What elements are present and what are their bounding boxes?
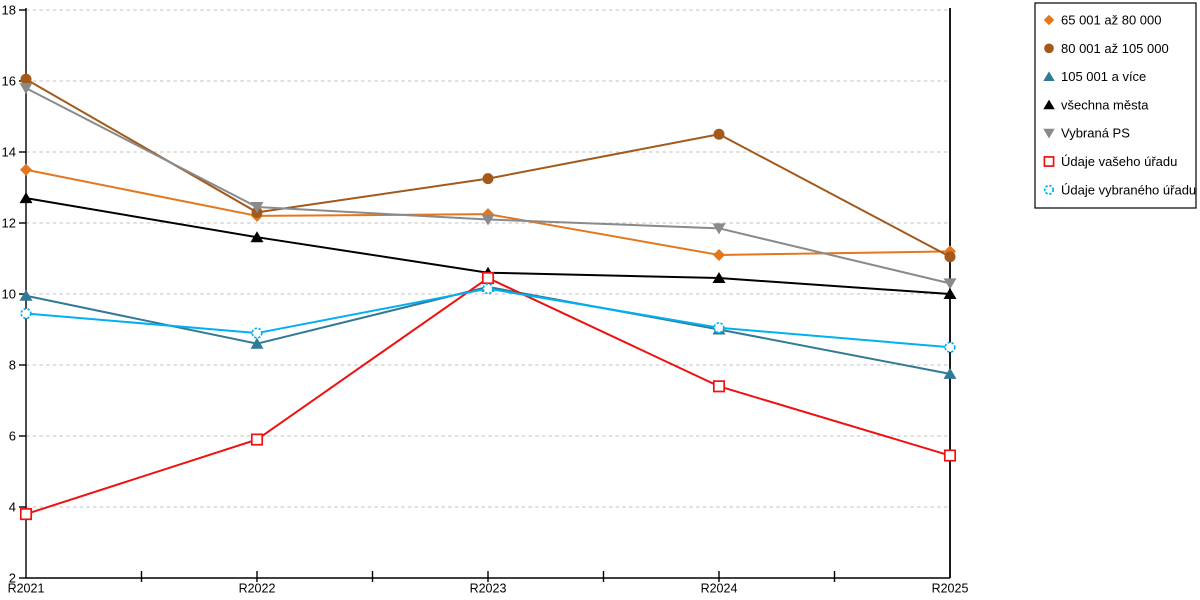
legend-label-5: Údaje vašeho úřadu <box>1061 154 1177 169</box>
y-tick-label-2: 2 <box>9 571 16 586</box>
legend-label-6: Údaje vybraného úřadu <box>1061 182 1196 197</box>
series-4 <box>19 83 957 290</box>
y-tick-label-8: 8 <box>9 358 16 373</box>
legend-item-4: Vybraná PS <box>1043 126 1130 141</box>
legend-item-6: Údaje vybraného úřadu <box>1043 182 1196 197</box>
y-tick-label-18: 18 <box>2 3 16 18</box>
series-6-line <box>25 287 951 349</box>
series-2-line <box>25 285 951 375</box>
x-label-R2022: R2022 <box>239 582 276 596</box>
series-5-line <box>25 277 951 516</box>
legend-label-1: 80 001 až 105 000 <box>1061 41 1169 56</box>
legend-label-0: 65 001 až 80 000 <box>1061 13 1161 28</box>
x-label-R2024: R2024 <box>701 582 738 596</box>
y-tick-label-10: 10 <box>2 287 16 302</box>
x-label-R2025: R2025 <box>932 582 969 596</box>
series-5 <box>19 271 957 521</box>
y-tick-label-6: 6 <box>9 429 16 444</box>
y-tick-label-12: 12 <box>2 216 16 231</box>
legend-label-2: 105 001 a více <box>1061 69 1146 84</box>
x-label-R2023: R2023 <box>470 582 507 596</box>
legend-item-0: 65 001 až 80 000 <box>1043 13 1161 28</box>
y-tick-label-4: 4 <box>9 500 16 515</box>
y-tick-label-16: 16 <box>2 74 16 89</box>
legend-box <box>1034 2 1197 209</box>
series-2 <box>19 280 957 379</box>
series-6 <box>20 283 956 353</box>
series-1-line <box>25 78 951 258</box>
x-label-R2021: R2021 <box>8 582 45 596</box>
legend-label-4: Vybraná PS <box>1061 126 1130 141</box>
legend-item-5: Údaje vašeho úřadu <box>1043 154 1177 169</box>
series-1 <box>20 73 956 263</box>
legend-item-3: všechna města <box>1043 97 1149 112</box>
legend-label-3: všechna města <box>1061 97 1149 112</box>
y-tick-label-14: 14 <box>2 145 16 160</box>
legend: 65 001 až 80 000 80 001 až 105 000 105 001… <box>1034 2 1197 209</box>
legend-item-1: 80 001 až 105 000 <box>1044 41 1169 56</box>
legend-item-2: 105 001 a více <box>1043 69 1146 84</box>
